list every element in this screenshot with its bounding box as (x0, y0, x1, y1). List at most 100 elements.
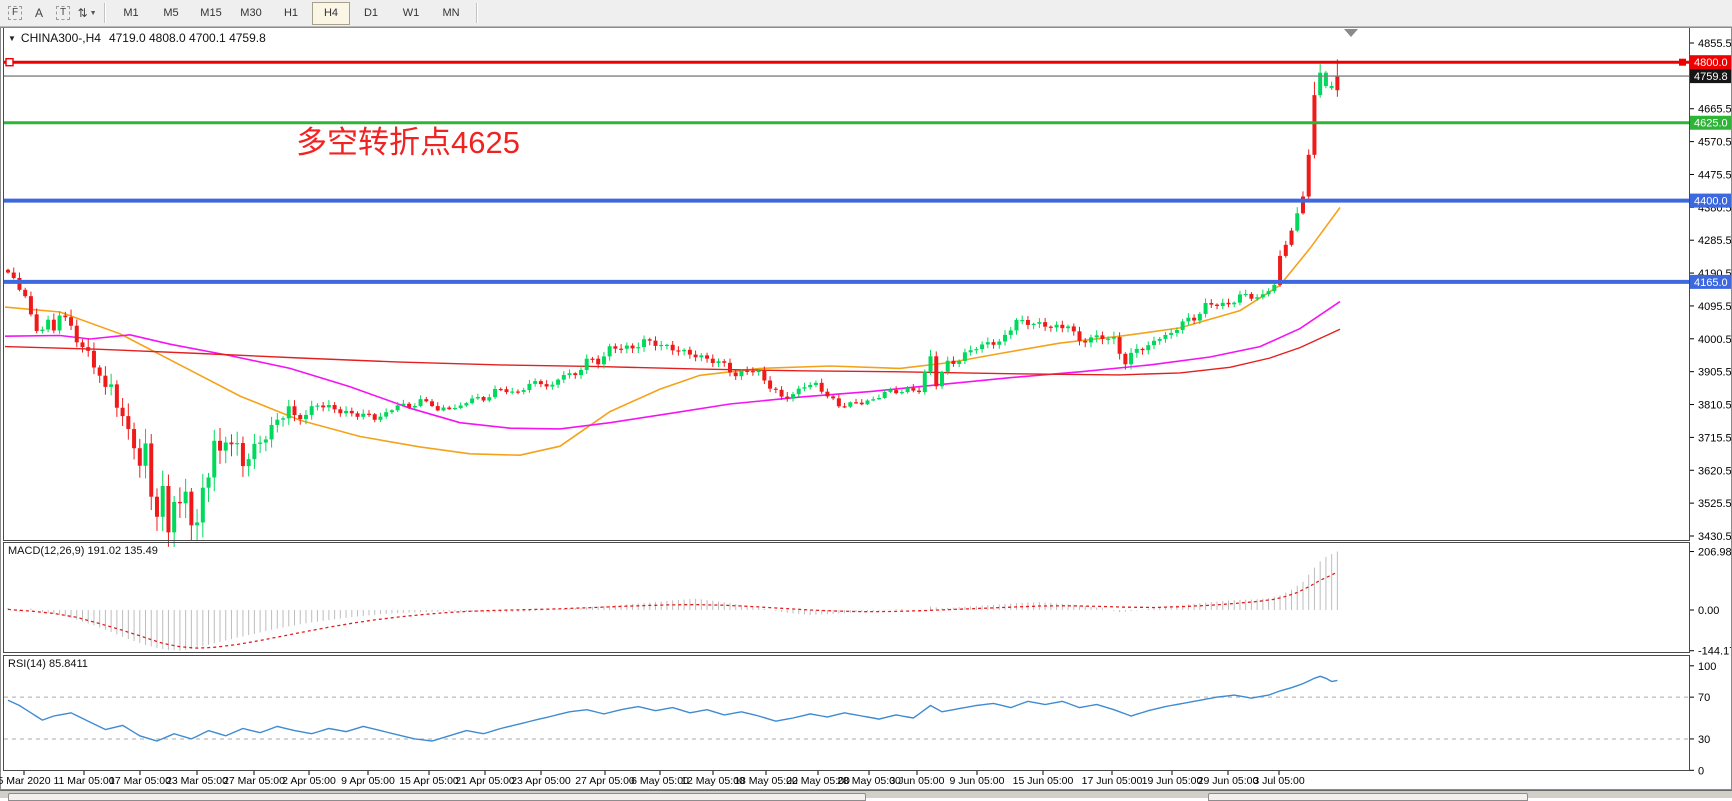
candle (928, 356, 933, 372)
time-label: 22 May 05:00 (786, 775, 850, 787)
candle (1249, 293, 1254, 299)
candle (1163, 334, 1168, 339)
candle (922, 371, 927, 393)
candle (733, 372, 738, 377)
time-label: 12 May 05:00 (681, 775, 745, 787)
candle (905, 388, 910, 393)
candle (1037, 322, 1042, 324)
macd-indicator-label: MACD(12,26,9) 191.02 135.49 (8, 545, 158, 557)
line-handle[interactable] (5, 58, 14, 67)
candle (968, 350, 973, 353)
annotation-text[interactable]: 多空转折点4625 (296, 125, 520, 160)
macd-pane[interactable] (3, 542, 1690, 653)
candle (871, 399, 876, 401)
candle (647, 339, 652, 341)
candle (619, 348, 624, 350)
candle (1106, 338, 1111, 340)
candle (1266, 291, 1271, 295)
candle (894, 390, 899, 394)
collapse-icon[interactable]: ▼ (8, 34, 16, 43)
candle (882, 391, 887, 398)
timeframe-button-m5[interactable]: M5 (163, 7, 179, 19)
candle (412, 405, 417, 408)
candle (699, 355, 704, 358)
candle (1335, 76, 1340, 91)
line-handle[interactable] (1679, 58, 1686, 66)
candle (189, 491, 194, 526)
candle (1318, 72, 1323, 96)
time-label: 28 May 05:00 (837, 775, 901, 787)
candle (281, 418, 286, 420)
candle (1129, 352, 1134, 365)
candle (315, 405, 320, 407)
price-badge (1690, 193, 1732, 208)
candle (143, 443, 148, 466)
timeframe-button-d1[interactable]: D1 (363, 7, 379, 19)
chart-tab-top[interactable] (8, 793, 866, 801)
candle (338, 409, 343, 414)
candle (1209, 303, 1214, 305)
candle (355, 413, 360, 417)
price-tick-label: 4855.5 (1698, 38, 1732, 50)
candle (321, 405, 326, 408)
candle (762, 370, 767, 381)
candle (1048, 326, 1053, 328)
candle (825, 391, 830, 397)
candle (1174, 329, 1179, 333)
timeframe-button-m15[interactable]: M15 (200, 7, 222, 19)
candle (1226, 302, 1231, 305)
candle (487, 397, 492, 401)
candle (200, 487, 205, 523)
timeframe-button-mn[interactable]: MN (442, 7, 460, 19)
candle (286, 406, 291, 419)
fibonacci-retracement-icon[interactable]: F (3, 2, 27, 24)
timeframe-button-w1[interactable]: W1 (402, 7, 420, 19)
candle (166, 485, 171, 533)
timeframe-button-h1[interactable]: H1 (283, 7, 299, 19)
candle (813, 382, 818, 385)
candle (579, 369, 583, 376)
candle (97, 367, 102, 376)
chart-tab-top[interactable] (1208, 793, 1528, 801)
candle (1020, 320, 1025, 322)
candle (687, 349, 692, 355)
candle (991, 342, 996, 345)
ma-orange-line (4, 207, 1341, 457)
candle (727, 362, 732, 373)
candle (1300, 196, 1305, 214)
candle (206, 477, 211, 488)
candle (1157, 338, 1162, 341)
candle (361, 413, 366, 417)
price-badge-label: 4625.0 (1694, 118, 1728, 130)
timeframe-button-m1[interactable]: M1 (123, 7, 139, 19)
time-label: 18 May 05:00 (734, 775, 798, 787)
time-label: 3 Jul 05:00 (1253, 775, 1305, 787)
right-shift-marker-icon (1344, 29, 1358, 37)
time-label: 17 Mar 05:00 (109, 775, 171, 787)
candle (596, 358, 601, 365)
candle (1192, 317, 1197, 321)
timeframe-button-h4[interactable]: H4 (312, 1, 350, 25)
candle (917, 390, 922, 393)
candle (103, 375, 108, 387)
time-label: 27 Apr 05:00 (575, 775, 635, 787)
candle (263, 439, 268, 443)
arrows-icon[interactable]: ⇅ ▼ (77, 6, 97, 20)
text-icon[interactable]: A (34, 6, 43, 20)
rsi-pane[interactable] (3, 655, 1690, 771)
timeframe-button-m30[interactable]: M30 (240, 7, 262, 19)
candle (17, 277, 22, 290)
candle (957, 360, 962, 364)
candle (710, 358, 715, 363)
candle (974, 349, 979, 351)
chevron-down-icon[interactable]: ▼ (89, 9, 97, 17)
candle (819, 382, 824, 392)
macd-tick-label: -144.17 (1698, 646, 1732, 658)
candle (796, 388, 801, 395)
candle (831, 396, 836, 399)
candle (756, 370, 761, 373)
text-label-icon[interactable]: T (51, 2, 75, 24)
candle (785, 396, 790, 399)
candle (899, 392, 904, 394)
